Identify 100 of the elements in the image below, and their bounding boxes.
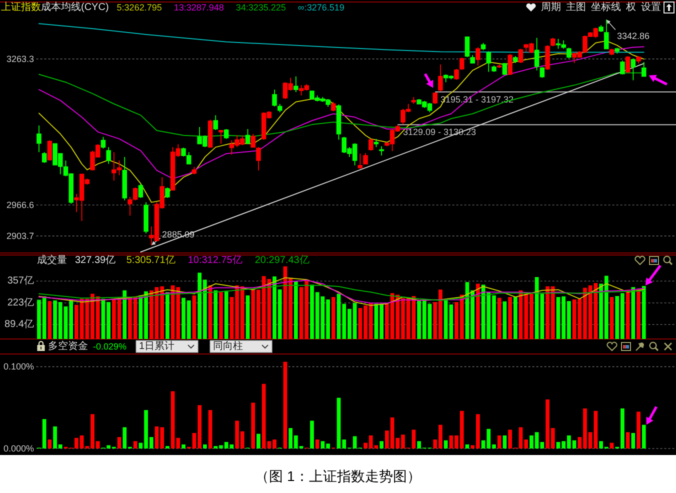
- annotation: 权: [625, 1, 636, 13]
- candlestick: [614, 47, 620, 54]
- text: 13:3287.948: [174, 2, 224, 12]
- candlestick: [476, 46, 480, 66]
- bar: [626, 432, 630, 448]
- bar: [48, 301, 52, 339]
- chart-subtitle: 成本均线(CYC): [41, 1, 109, 13]
- candlestick: [218, 130, 224, 144]
- y-tick-label: 0.000%: [3, 444, 34, 454]
- chart-title: 多空资金: [48, 340, 88, 352]
- candlestick: [42, 152, 47, 164]
- bar: [283, 362, 288, 448]
- y-tick-label: 0.100%: [3, 362, 34, 372]
- bar: [631, 287, 636, 339]
- line-series: [38, 46, 644, 180]
- candlestick: [363, 152, 368, 165]
- line-series: [38, 284, 644, 301]
- candlestick: [138, 183, 144, 198]
- text: 10:312.75亿: [188, 255, 242, 266]
- candlestick: [411, 96, 416, 104]
- series-label: 20:297.43亿: [254, 255, 310, 266]
- bar: [251, 402, 256, 448]
- bar: [315, 440, 320, 448]
- candlestick: [598, 24, 604, 32]
- bar: [219, 292, 223, 339]
- candlestick: [144, 202, 148, 234]
- text: 34:3235.225: [236, 2, 286, 12]
- bar: [224, 290, 228, 339]
- dropdown: 1日累计: [136, 340, 198, 353]
- candlestick: [224, 128, 229, 140]
- candlestick: [122, 156, 128, 201]
- annotation: 坐标线: [591, 1, 621, 13]
- bar: [636, 412, 640, 448]
- bar: [202, 444, 207, 448]
- annotation: 3342.86: [617, 30, 650, 41]
- candlestick: [636, 56, 641, 64]
- bar: [214, 290, 218, 339]
- candlestick: [277, 103, 282, 113]
- candlestick: [272, 89, 277, 107]
- candlestick: [550, 37, 556, 47]
- chart-title: 上证指数: [1, 1, 41, 13]
- candlestick: [496, 64, 502, 68]
- bar: [294, 281, 298, 339]
- text: 5:3262.795: [116, 2, 162, 12]
- text: 5:305.71亿: [126, 255, 176, 266]
- candlestick: [486, 50, 492, 72]
- text: ∞:3276.519: [298, 2, 344, 12]
- y-tick-label: 3263.3: [6, 54, 34, 64]
- bar: [642, 424, 646, 448]
- candlestick: [294, 76, 298, 93]
- candlestick: [454, 68, 459, 80]
- y-tick-label: 89.4亿: [4, 319, 34, 330]
- candlestick: [459, 57, 464, 70]
- candlestick: [438, 64, 443, 92]
- bar: [310, 420, 314, 448]
- bar: [642, 286, 646, 339]
- bar: [182, 444, 186, 448]
- bar: [631, 432, 636, 448]
- bar: [48, 440, 52, 448]
- candlestick: [492, 65, 496, 72]
- bar: [117, 437, 122, 448]
- candlestick: [256, 146, 261, 171]
- bar: [208, 410, 212, 448]
- line-series: [38, 72, 644, 137]
- candlestick: [630, 58, 636, 81]
- y-tick-label: 2966.6: [6, 200, 34, 210]
- dropdown: 同向柱: [210, 340, 272, 353]
- candlestick: [106, 146, 111, 164]
- bar: [636, 290, 640, 339]
- y-tick-label: 2903.7: [6, 230, 34, 241]
- candlestick: [470, 54, 475, 64]
- annotation: 设置: [641, 1, 661, 13]
- candlestick: [545, 44, 550, 70]
- bar: [256, 434, 260, 448]
- bar: [508, 297, 512, 339]
- candlestick: [540, 66, 545, 78]
- bar: [166, 292, 170, 339]
- annotation: 周期: [541, 1, 561, 13]
- candlestick: [625, 56, 630, 74]
- bar: [122, 290, 127, 339]
- text: -0.029%: [93, 342, 127, 352]
- bar: [513, 297, 518, 339]
- bar: [246, 295, 250, 339]
- y-tick-label: 357亿: [7, 276, 34, 287]
- candlestick: [566, 47, 572, 59]
- candlestick: [358, 153, 363, 170]
- candlestick: [604, 19, 609, 50]
- candlestick: [250, 133, 256, 148]
- bar: [497, 298, 502, 339]
- candlestick: [502, 62, 508, 76]
- candlestick: [331, 101, 336, 112]
- candlestick: [513, 56, 518, 64]
- candlestick: [620, 60, 625, 75]
- bar: [497, 435, 502, 448]
- candlestick: [165, 187, 170, 198]
- annotation: 主图: [566, 1, 586, 13]
- bar: [502, 301, 507, 339]
- candlestick: [213, 114, 218, 130]
- line-series: [38, 40, 644, 203]
- candlestick: [379, 146, 384, 156]
